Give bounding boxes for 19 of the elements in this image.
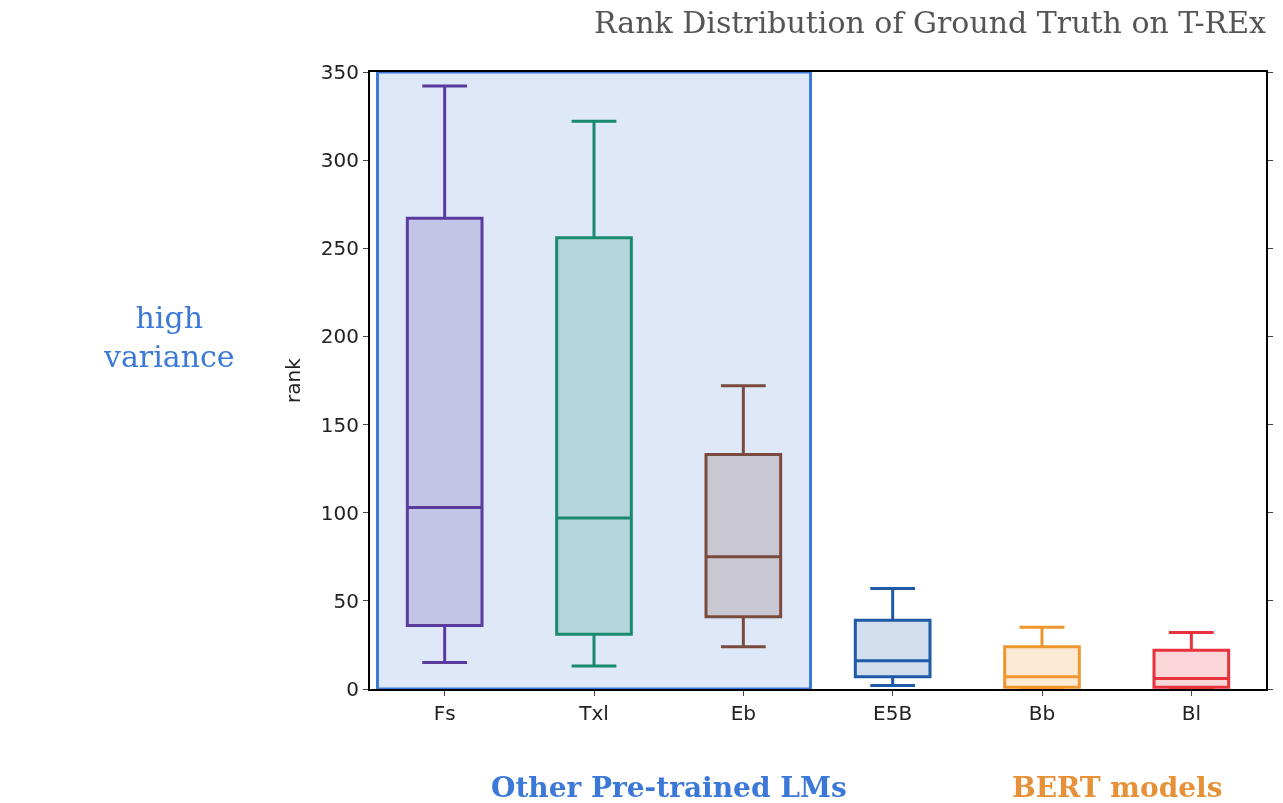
x-tick-label: Bb [1028, 701, 1056, 725]
y-tick-label: 50 [333, 588, 359, 613]
x-tick-label: Txl [578, 701, 609, 725]
y-tick-label: 250 [320, 236, 359, 261]
y-tick-label: 350 [320, 60, 359, 84]
x-tick-label: E5B [873, 701, 913, 725]
y-tick-label: 0 [346, 677, 359, 701]
x-tick-label: Fs [433, 701, 456, 725]
x-tick-label: Bl [1181, 701, 1201, 725]
y-tick-label: 200 [320, 324, 359, 349]
y-tick-label: 300 [320, 148, 359, 173]
band-label: high variance [103, 300, 235, 374]
x-tick-label: Eb [730, 701, 756, 725]
text: BERT models [1012, 771, 1223, 803]
y-axis-title: rank [280, 357, 305, 403]
chart-title: Rank Distribution of Ground Truth on T-REx [594, 5, 1267, 41]
y-tick-label: 100 [320, 500, 359, 525]
text: Other Pre-trained LMs [491, 771, 847, 803]
y-tick-label: 150 [320, 412, 359, 437]
